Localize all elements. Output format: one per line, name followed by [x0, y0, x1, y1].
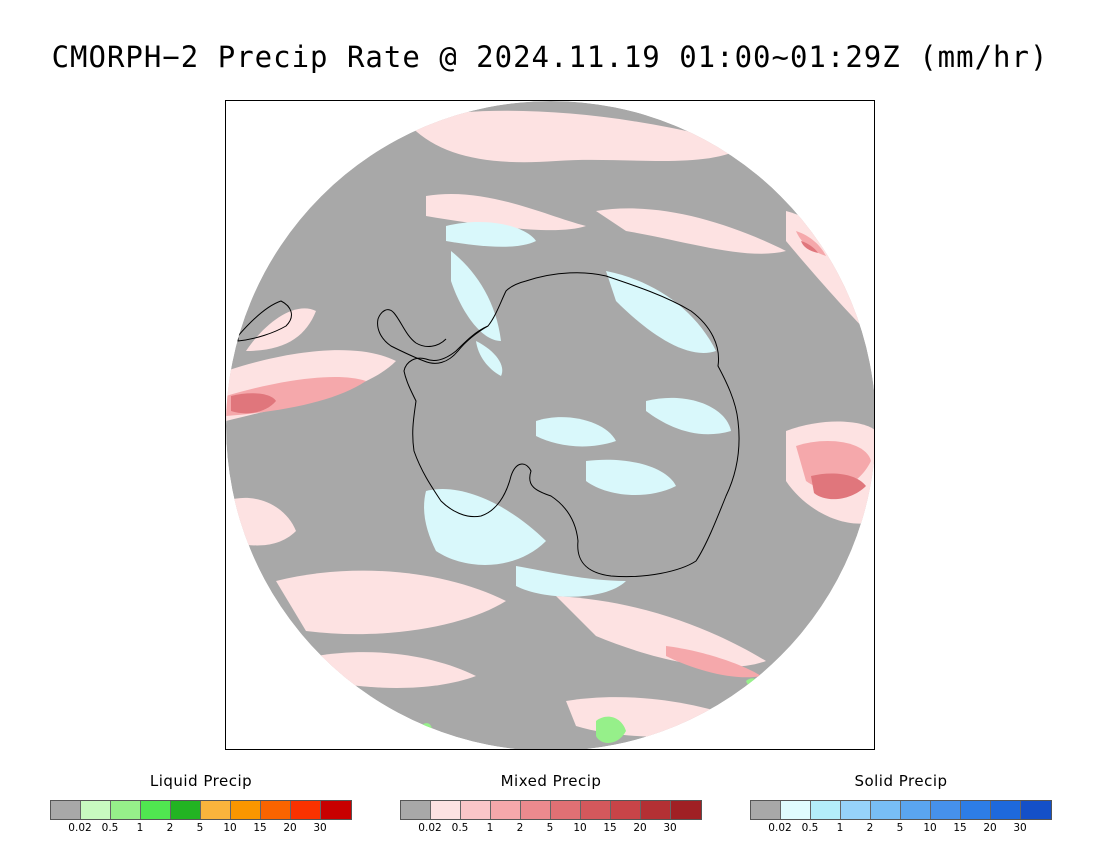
legend-tick-label: 0.5	[101, 822, 119, 834]
legend-swatch	[871, 801, 901, 819]
legend-tick-label: 30	[313, 822, 327, 834]
legend-tick-label: 30	[663, 822, 677, 834]
legend-tick-label: 20	[983, 822, 997, 834]
legend-tick-label: 0.02	[768, 822, 792, 834]
legend-swatch	[671, 801, 701, 819]
legend-solid-ticks: 0.02 0.5 1 2 5 10 15 20 30	[750, 822, 1052, 836]
legend-swatch	[751, 801, 781, 819]
legend-mixed: Mixed Precip 0.02 0.5 1 2 5 10 15 20 30	[400, 772, 702, 842]
map-title: CMORPH−2 Precip Rate @ 2024.11.19 01:00~…	[51, 40, 1049, 74]
legend-swatch	[961, 801, 991, 819]
legend-swatch	[201, 801, 231, 819]
legend-tick-label: 0.02	[68, 822, 92, 834]
legend-swatch	[841, 801, 871, 819]
legend-swatch	[261, 801, 291, 819]
legend-liquid-ticks: 0.02 0.5 1 2 5 10 15 20 30	[50, 822, 352, 836]
map-frame	[225, 100, 875, 750]
legend-tick-label: 5	[896, 822, 904, 834]
legend-tick-label: 2	[516, 822, 524, 834]
map-disc	[226, 101, 874, 749]
legend-tick-label: 15	[603, 822, 617, 834]
legend-swatch	[991, 801, 1021, 819]
legend-tick-label: 15	[253, 822, 267, 834]
legend-tick-label: 2	[866, 822, 874, 834]
legend-swatch	[811, 801, 841, 819]
legend-tick-label: 15	[953, 822, 967, 834]
legend-swatch	[431, 801, 461, 819]
legend-swatch	[491, 801, 521, 819]
legend-swatch	[401, 801, 431, 819]
legend-swatch	[931, 801, 961, 819]
mixed-precip-heavy-areas	[231, 241, 866, 500]
legend-swatch	[231, 801, 261, 819]
precip-map	[226, 101, 874, 749]
legend-swatch	[171, 801, 201, 819]
legend-solid: Solid Precip 0.02 0.5 1 2 5 10 15 20 30	[750, 772, 1052, 842]
legend-swatch	[321, 801, 351, 819]
legend-solid-title: Solid Precip	[854, 772, 948, 790]
legend-tick-label: 0.5	[801, 822, 819, 834]
legend-swatch	[901, 801, 931, 819]
legend-swatch	[581, 801, 611, 819]
legend-mixed-ticks: 0.02 0.5 1 2 5 10 15 20 30	[400, 822, 702, 836]
legend-swatch	[641, 801, 671, 819]
south-america-coastline	[237, 300, 292, 342]
antarctic-peninsula-coastline	[377, 309, 489, 364]
legend-tick-label: 30	[1013, 822, 1027, 834]
legend-tick-label: 0.5	[451, 822, 469, 834]
legend-tick-label: 10	[223, 822, 237, 834]
legend-tick-label: 1	[136, 822, 144, 834]
solid-precip-areas	[424, 221, 731, 597]
legend-swatch	[291, 801, 321, 819]
legend-tick-label: 10	[923, 822, 937, 834]
legend-mixed-colorbar	[400, 800, 702, 820]
legend-solid-colorbar	[750, 800, 1052, 820]
legend-liquid-colorbar	[50, 800, 352, 820]
legend-swatch	[611, 801, 641, 819]
legend-swatch	[781, 801, 811, 819]
legend-tick-label: 0.02	[418, 822, 442, 834]
legend-mixed-title: Mixed Precip	[500, 772, 602, 790]
legend-tick-label: 1	[486, 822, 494, 834]
legend-tick-label: 1	[836, 822, 844, 834]
legend-tick-label: 20	[283, 822, 297, 834]
legend-swatch	[521, 801, 551, 819]
legend-swatch	[551, 801, 581, 819]
legend-tick-label: 5	[196, 822, 204, 834]
legend-swatch	[1021, 801, 1051, 819]
legend-swatch	[51, 801, 81, 819]
legend-swatch	[461, 801, 491, 819]
legend-tick-label: 2	[166, 822, 174, 834]
legend-swatch	[141, 801, 171, 819]
legend-liquid: Liquid Precip 0.02 0.5 1 2 5 10 15 20 30	[50, 772, 352, 842]
legend-tick-label: 10	[573, 822, 587, 834]
legend-swatch	[81, 801, 111, 819]
legend-tick-label: 5	[546, 822, 554, 834]
legend-tick-label: 20	[633, 822, 647, 834]
legend-liquid-title: Liquid Precip	[149, 772, 253, 790]
legend-swatch	[111, 801, 141, 819]
antarctica-coastline	[403, 272, 740, 578]
